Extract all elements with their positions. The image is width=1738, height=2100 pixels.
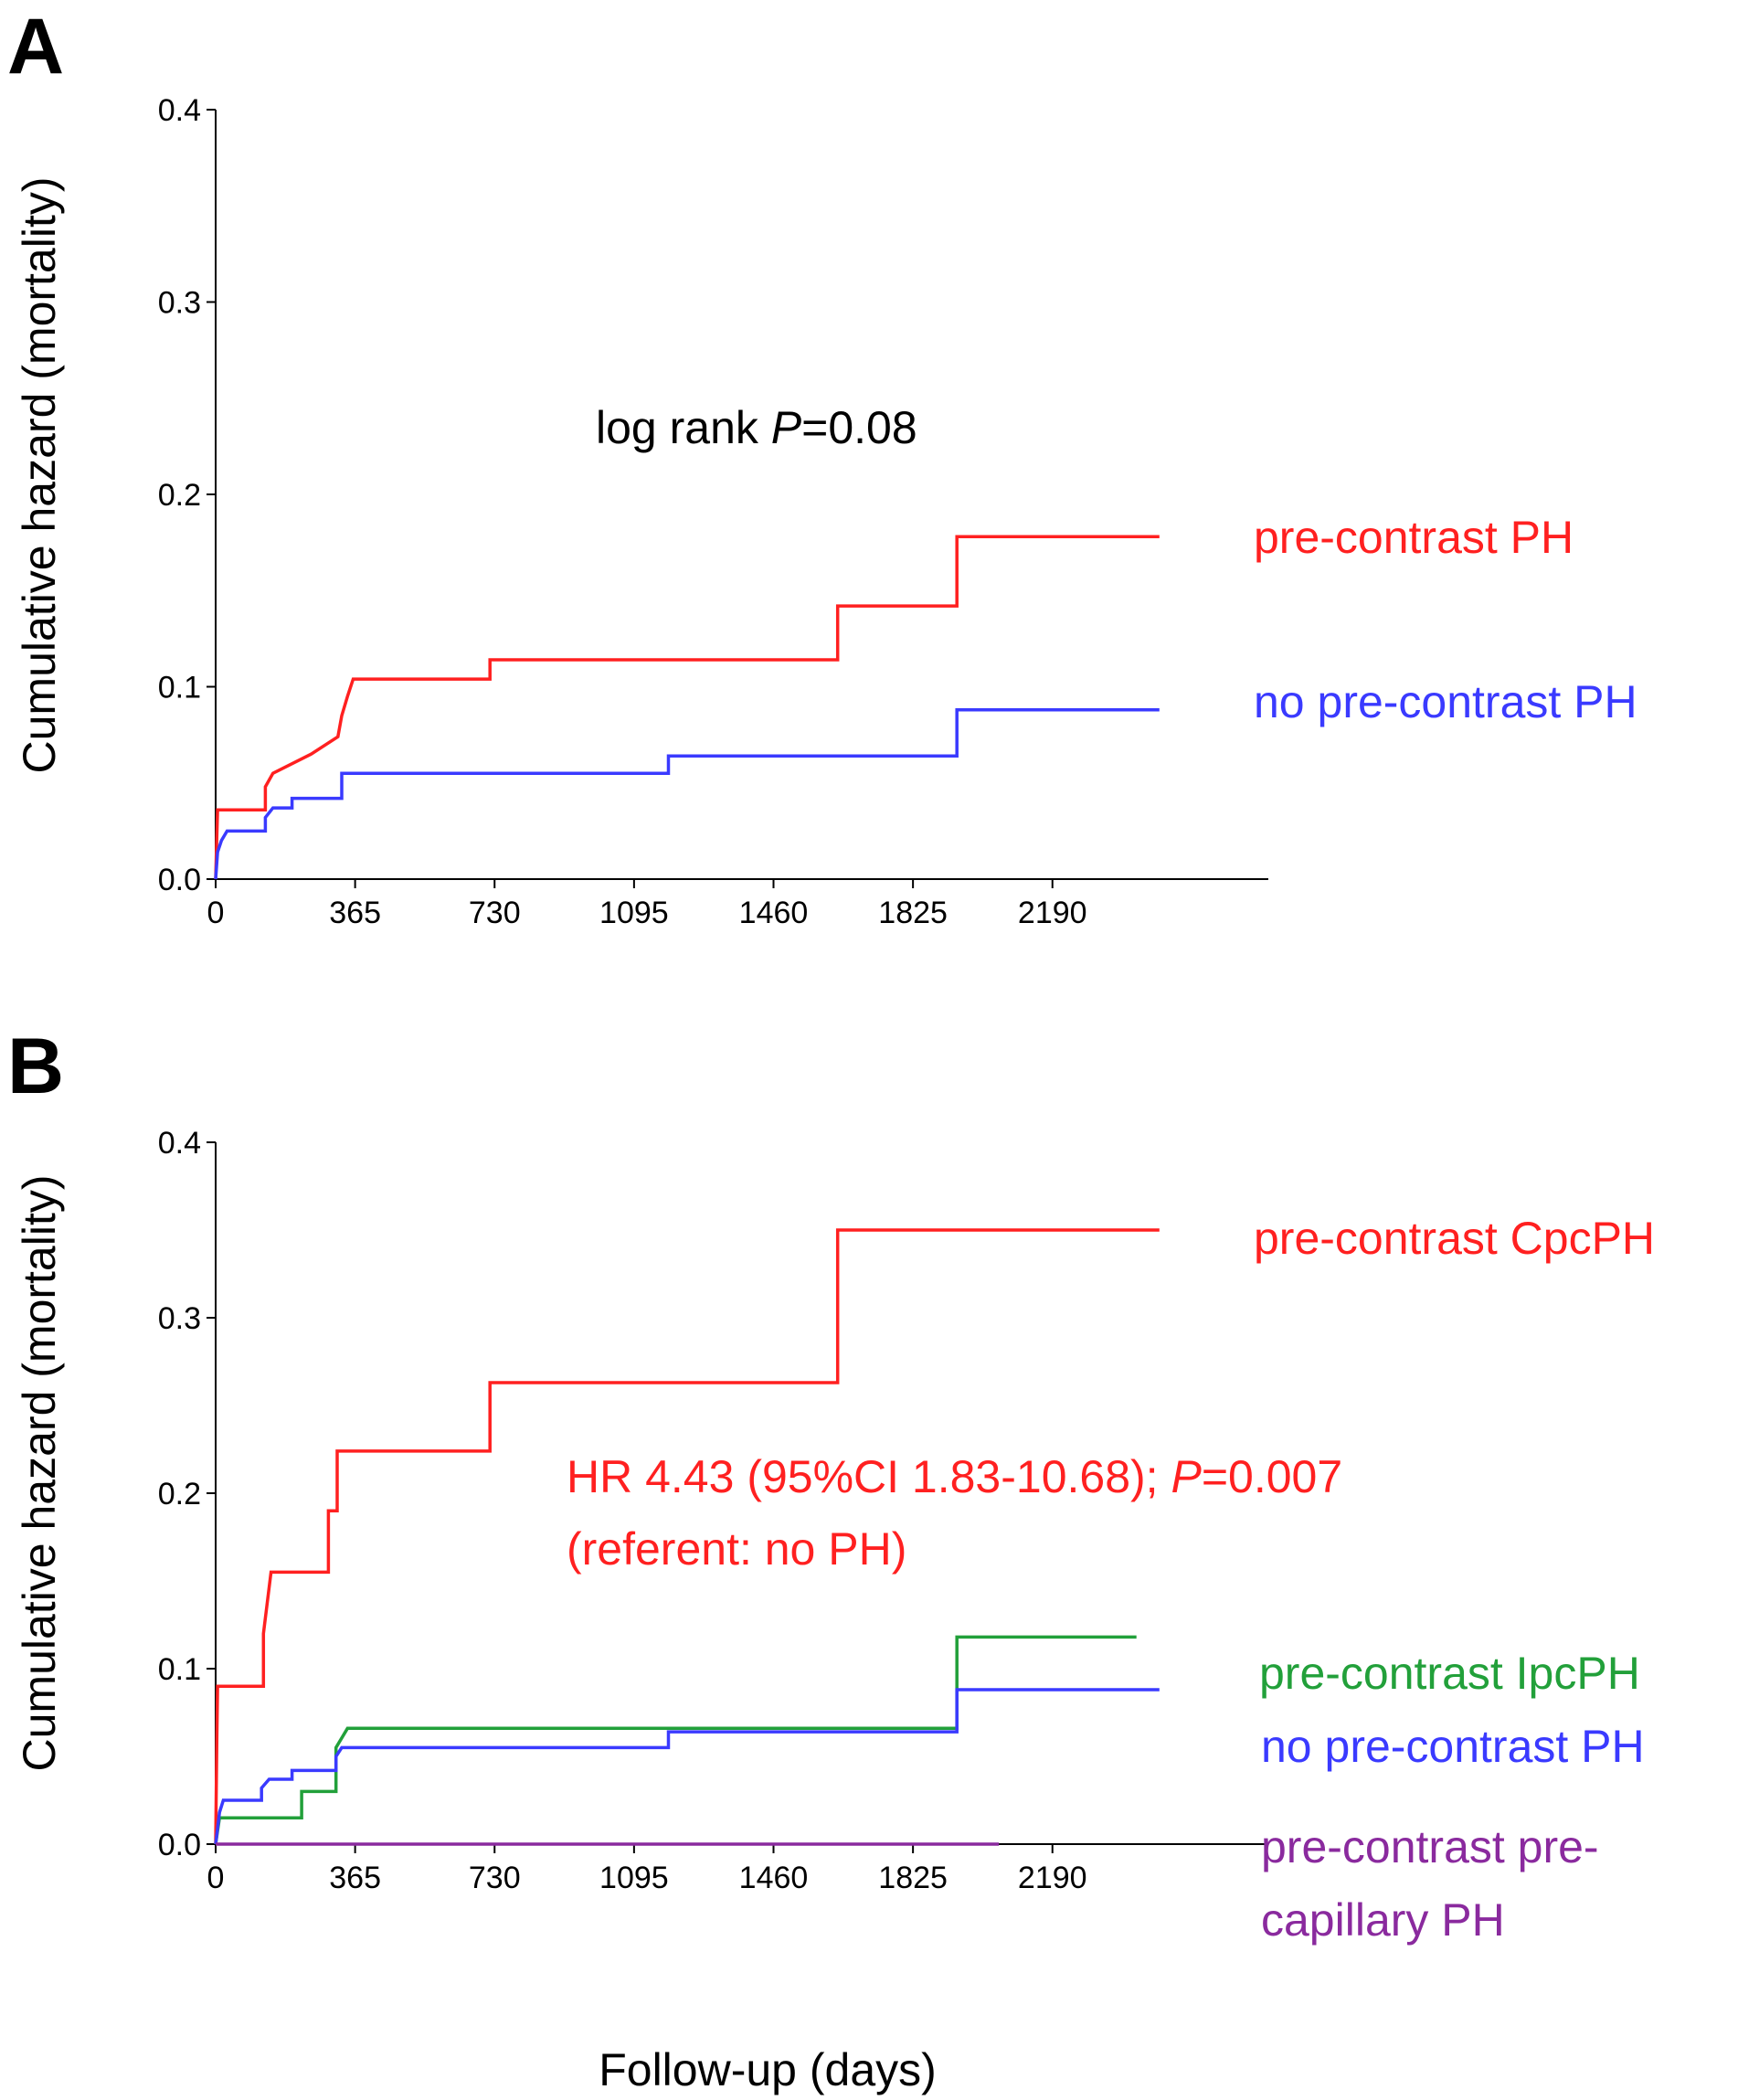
y-tick-label-b: 0.1 (158, 1652, 201, 1687)
y-tick-label-b: 0.2 (158, 1477, 201, 1511)
x-tick-label-b: 365 (329, 1861, 381, 1895)
x-tick-label-b: 730 (469, 1861, 521, 1895)
annotation-hr-p: P (1171, 1451, 1202, 1502)
series-group-a (214, 535, 1160, 880)
series-group-b (214, 1228, 1160, 1846)
y-tick-label-a: 0.3 (158, 286, 201, 321)
y-axis-title-a: Cumulative hazard (mortality) (14, 177, 65, 774)
x-tick-label-a: 0 (207, 896, 225, 930)
x-tick-label-a: 365 (329, 896, 381, 930)
annotation-hr-line2: (referent: no PH) (567, 1523, 906, 1575)
x-tick-label-a: 2190 (1018, 896, 1087, 930)
annotation-log-rank-prefix: log rank (596, 402, 771, 453)
y-tick-label-a: 0.4 (158, 93, 201, 128)
y-tick-label-b: 0.4 (158, 1126, 201, 1161)
series-line-pre-contrast-cpcph-b (214, 1228, 1160, 1845)
axes-a: 0.0 0.1 0.2 0.3 0.4 0 365 730 1095 1460 1825 2190 (158, 93, 1268, 930)
y-tick-label-a: 0.1 (158, 671, 201, 705)
legend-label-pre-contrast-ph: pre-contrast PH (1254, 512, 1574, 563)
series-line-no-pre-contrast-ph-a (214, 708, 1160, 880)
annotation-log-rank-value: =0.08 (801, 402, 917, 453)
series-line-pre-contrast-ipcph-b (214, 1635, 1137, 1845)
legend-label-pre-capillary-line1: pre-contrast pre- (1261, 1821, 1599, 1872)
series-line-no-pre-contrast-ph-b (214, 1688, 1160, 1845)
annotation-log-rank-p: P (771, 402, 802, 453)
x-tick-label-b: 2190 (1018, 1861, 1087, 1895)
x-tick-label-b: 0 (207, 1861, 225, 1895)
x-tick-label-a: 1460 (739, 896, 809, 930)
x-tick-label-a: 1825 (878, 896, 948, 930)
x-tick-label-a: 1095 (599, 896, 669, 930)
panel-letter-b: B (7, 1023, 64, 1110)
annotation-hr-value: =0.007 (1202, 1451, 1342, 1502)
series-line-pre-contrast-ph-a (214, 535, 1160, 880)
y-axis-title-b: Cumulative hazard (mortality) (14, 1175, 65, 1772)
annotation-hr-prefix: HR 4.43 (95%CI 1.83-10.68); (567, 1451, 1171, 1502)
y-tick-label-a: 0.2 (158, 478, 201, 513)
x-axis-title: Follow-up (days) (599, 2044, 937, 2095)
legend-label-pre-contrast-cpcph: pre-contrast CpcPH (1254, 1213, 1655, 1264)
panel-letter-a: A (7, 3, 64, 90)
legend-label-pre-contrast-ipcph: pre-contrast IpcPH (1259, 1648, 1640, 1699)
panel-b: B Cumulative hazard (mortality) 0.00.10.… (7, 1023, 1655, 2095)
y-tick-label-a: 0.0 (158, 863, 201, 897)
y-tick-label-b: 0.3 (158, 1301, 201, 1336)
x-tick-label-a: 730 (469, 896, 521, 930)
annotation-hr-line1: HR 4.43 (95%CI 1.83-10.68); P=0.007 (567, 1451, 1342, 1502)
y-tick-label-b: 0.0 (158, 1828, 201, 1862)
legend-label-pre-capillary-line2: capillary PH (1261, 1894, 1505, 1946)
legend-label-no-pre-contrast-ph-b: no pre-contrast PH (1261, 1721, 1645, 1772)
x-tick-label-b: 1095 (599, 1861, 669, 1895)
x-tick-label-b: 1825 (878, 1861, 948, 1895)
panel-a: A Cumulative hazard (mortality) 0.00.10.… (7, 3, 1637, 930)
legend-label-no-pre-contrast-ph-a: no pre-contrast PH (1254, 676, 1637, 727)
x-tick-label-b: 1460 (739, 1861, 809, 1895)
axes-b: 0.0 0.1 0.2 0.3 0.4 0 365 730 1095 1460 1825 2190 (158, 1126, 1268, 1895)
annotation-log-rank: log rank P=0.08 (596, 402, 917, 453)
